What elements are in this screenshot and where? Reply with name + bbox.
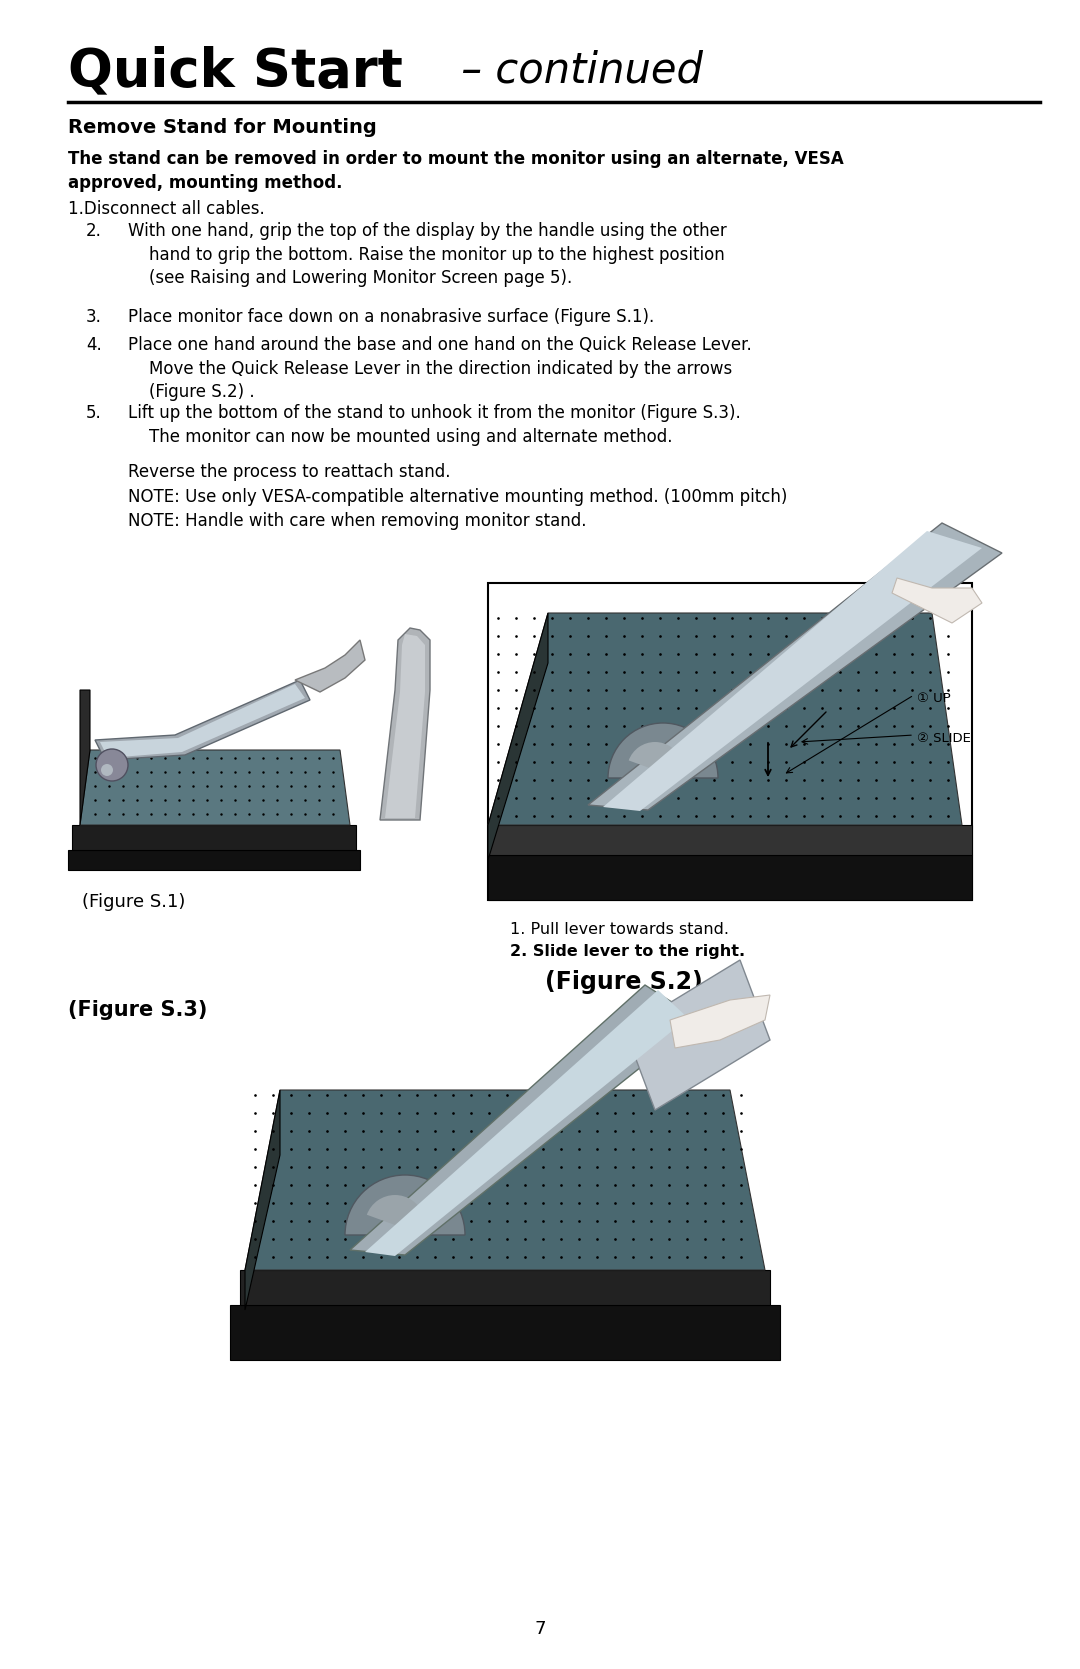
Text: 5.: 5. [86, 404, 102, 422]
Polygon shape [240, 1270, 770, 1305]
Text: – continued: – continued [448, 50, 703, 92]
Text: 1.Disconnect all cables.: 1.Disconnect all cables. [68, 200, 265, 219]
Polygon shape [380, 628, 430, 819]
Wedge shape [345, 1175, 465, 1235]
Text: NOTE: Use only VESA-compatible alternative mounting method. (100mm pitch): NOTE: Use only VESA-compatible alternati… [129, 487, 787, 506]
Polygon shape [588, 522, 1002, 809]
Polygon shape [384, 634, 426, 818]
Text: Reverse the process to reattach stand.: Reverse the process to reattach stand. [129, 462, 450, 481]
Polygon shape [80, 749, 350, 824]
Polygon shape [245, 1090, 280, 1310]
Circle shape [96, 749, 129, 781]
Text: Place monitor face down on a nonabrasive surface (Figure S.1).: Place monitor face down on a nonabrasive… [129, 309, 654, 325]
Text: 3.: 3. [86, 309, 102, 325]
Text: Remove Stand for Mounting: Remove Stand for Mounting [68, 118, 377, 137]
Text: 2. Slide lever to the right.: 2. Slide lever to the right. [510, 945, 745, 960]
Polygon shape [488, 855, 972, 900]
Text: NOTE: Handle with care when removing monitor stand.: NOTE: Handle with care when removing mon… [129, 512, 586, 531]
Polygon shape [95, 679, 310, 759]
Wedge shape [608, 723, 718, 778]
Bar [488, 582, 972, 900]
Text: (Figure S.3): (Figure S.3) [68, 1000, 207, 1020]
Polygon shape [603, 531, 982, 811]
Text: 7: 7 [535, 1621, 545, 1637]
Text: ① UP: ① UP [917, 691, 950, 704]
Polygon shape [230, 1305, 780, 1360]
Polygon shape [488, 613, 962, 824]
Text: (Figure S.2): (Figure S.2) [545, 970, 703, 995]
Text: Quick Start: Quick Start [68, 45, 403, 97]
Polygon shape [892, 577, 982, 623]
Polygon shape [365, 990, 688, 1257]
Polygon shape [350, 985, 700, 1255]
Wedge shape [367, 1195, 423, 1225]
Wedge shape [629, 743, 681, 769]
Text: 4.: 4. [86, 335, 102, 354]
Polygon shape [68, 850, 360, 870]
Text: 1. Pull lever towards stand.: 1. Pull lever towards stand. [510, 921, 729, 936]
Text: ② SLIDE: ② SLIDE [917, 731, 971, 744]
Polygon shape [625, 960, 770, 1110]
Polygon shape [80, 689, 90, 824]
Text: 2.: 2. [86, 222, 102, 240]
Text: Place one hand around the base and one hand on the Quick Release Lever.
    Move: Place one hand around the base and one h… [129, 335, 752, 401]
Polygon shape [245, 1090, 765, 1270]
Text: Lift up the bottom of the stand to unhook it from the monitor (Figure S.3).
    : Lift up the bottom of the stand to unhoo… [129, 404, 741, 446]
Polygon shape [670, 995, 770, 1048]
Polygon shape [488, 824, 972, 855]
Text: (Figure S.1): (Figure S.1) [82, 893, 186, 911]
Polygon shape [295, 639, 365, 693]
Text: The stand can be removed in order to mount the monitor using an alternate, VESA
: The stand can be removed in order to mou… [68, 150, 843, 192]
Polygon shape [488, 613, 548, 860]
Text: With one hand, grip the top of the display by the handle using the other
    han: With one hand, grip the top of the displ… [129, 222, 727, 287]
Polygon shape [72, 824, 356, 850]
Polygon shape [100, 684, 305, 758]
Circle shape [102, 764, 113, 776]
